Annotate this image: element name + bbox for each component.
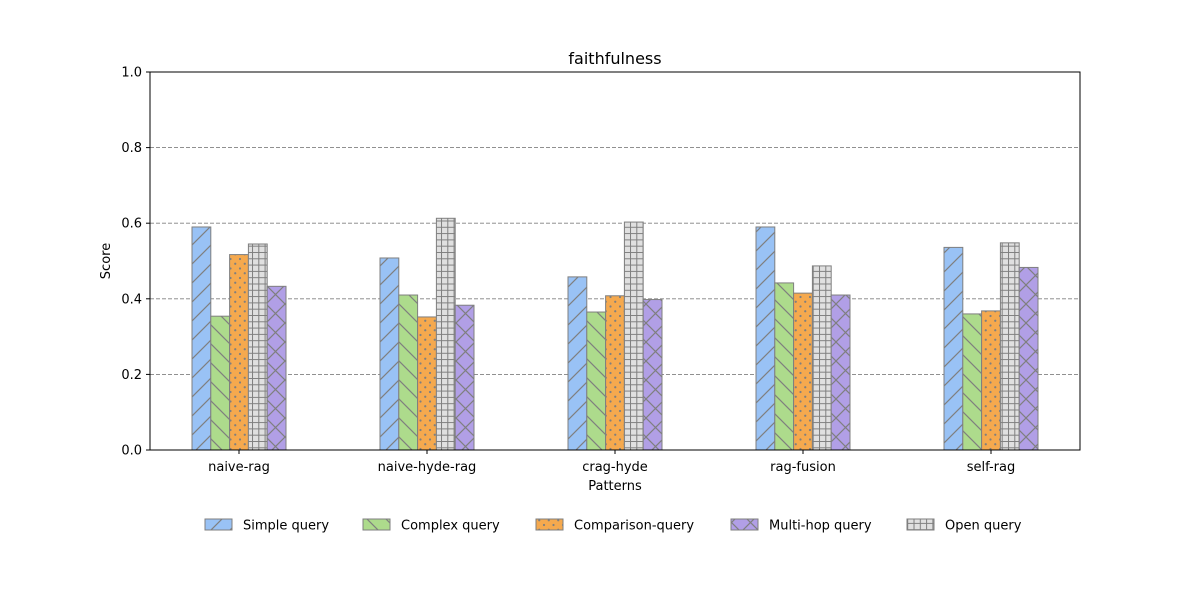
bar-open-query-naive-hyde-rag — [435, 217, 456, 451]
legend-swatch — [535, 518, 564, 531]
bar-complex-query-rag-fusion — [774, 282, 795, 451]
legend-item-multi-hop-query: Multi-hop query — [730, 518, 872, 534]
x-tick-label: rag-fusion — [770, 460, 836, 475]
bar-multi-hop-query-rag-fusion — [830, 294, 851, 451]
legend-swatch — [730, 518, 759, 531]
legend-item-open-query: Open query — [906, 518, 1022, 534]
y-tick-label: 0.0 — [121, 444, 142, 459]
bar-complex-query-naive-rag — [210, 315, 231, 451]
legend-item-comparison-query: Comparison-query — [535, 518, 694, 534]
legend-swatch — [906, 518, 935, 531]
bar-open-query-naive-rag — [247, 243, 268, 451]
legend-label: Simple query — [243, 519, 329, 534]
bar-multi-hop-query-naive-rag — [266, 285, 287, 451]
bar-complex-query-naive-hyde-rag — [398, 294, 419, 451]
bar-comparison-query-naive-hyde-rag — [417, 316, 437, 451]
bar-complex-query-crag-hyde — [586, 311, 607, 451]
bar-multi-hop-query-naive-hyde-rag — [454, 304, 475, 451]
legend-item-simple-query: Simple query — [204, 518, 329, 534]
bar-open-query-crag-hyde — [623, 221, 644, 451]
legend-label: Multi-hop query — [769, 519, 872, 534]
bar-multi-hop-query-self-rag — [1018, 266, 1039, 451]
legend: Simple query Complex query Comparison-quer… — [204, 518, 1022, 534]
bar-comparison-query-self-rag — [981, 310, 1001, 451]
y-tick-label: 0.6 — [121, 217, 142, 232]
bar-simple-query-rag-fusion — [755, 226, 776, 451]
legend-label: Complex query — [401, 519, 500, 534]
bar-comparison-query-naive-rag — [229, 254, 249, 451]
bar-open-query-self-rag — [999, 242, 1020, 451]
legend-swatch — [362, 518, 391, 531]
legend-label: Open query — [945, 519, 1022, 534]
x-tick-label: self-rag — [967, 460, 1016, 475]
x-axis-title: Patterns — [588, 479, 642, 494]
y-tick-label: 0.2 — [121, 368, 142, 383]
x-tick-label: naive-rag — [208, 460, 270, 475]
legend-item-complex-query: Complex query — [362, 518, 500, 534]
bar-complex-query-self-rag — [962, 313, 983, 451]
x-tick-label: naive-hyde-rag — [378, 460, 477, 475]
bar-simple-query-crag-hyde — [567, 276, 588, 451]
bar-open-query-rag-fusion — [811, 265, 832, 451]
bar-comparison-query-crag-hyde — [605, 295, 625, 451]
x-axis: naive-rag naive-hyde-rag crag-hyde rag-fusi… — [208, 450, 1015, 475]
bar-simple-query-naive-rag — [191, 226, 212, 451]
y-tick-label: 0.4 — [121, 292, 142, 307]
chart-title: faithfulness — [568, 49, 661, 68]
legend-swatch — [204, 518, 233, 531]
bar-multi-hop-query-crag-hyde — [642, 299, 663, 451]
y-tick-label: 1.0 — [121, 66, 142, 81]
bar-comparison-query-rag-fusion — [793, 292, 813, 451]
y-tick-label: 0.8 — [121, 141, 142, 156]
y-axis: 0.0 0.2 0.4 0.6 0.8 1.0 — [121, 66, 150, 459]
bar-simple-query-naive-hyde-rag — [379, 257, 400, 451]
y-axis-title: Score — [99, 243, 114, 279]
legend-label: Comparison-query — [574, 519, 694, 534]
bars-group — [191, 217, 1039, 451]
bar-simple-query-self-rag — [943, 246, 964, 451]
x-tick-label: crag-hyde — [582, 460, 648, 475]
